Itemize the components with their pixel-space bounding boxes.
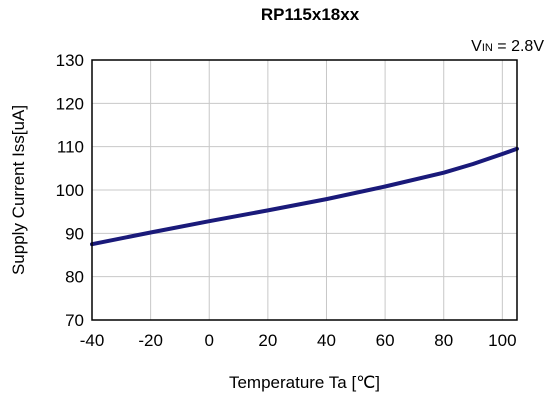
series-group	[90, 146, 519, 247]
x-tick-label-0: -40	[80, 331, 105, 350]
grid-lines	[91, 59, 517, 321]
series-line-0	[90, 146, 519, 247]
y-tick-label-2: 90	[65, 224, 84, 243]
x-tick-label-3: 20	[258, 331, 277, 350]
y-tick-label-3: 100	[56, 181, 84, 200]
y-tick-labels: 70 80 90 100 110 120 130	[56, 51, 84, 330]
x-axis-label: Temperature Ta [℃]	[229, 373, 380, 392]
y-tick-label-5: 120	[56, 94, 84, 113]
x-tick-label-6: 80	[434, 331, 453, 350]
y-tick-label-0: 70	[65, 311, 84, 330]
y-tick-label-1: 80	[65, 268, 84, 287]
plot-frame	[91, 59, 518, 321]
y-tick-label-4: 110	[57, 138, 84, 157]
x-tick-label-4: 40	[317, 331, 336, 350]
condition-value: = 2.8V	[492, 38, 544, 55]
x-tick-labels: -40 -20 0 20 40 60 80 100	[80, 331, 517, 350]
condition-subscript: IN	[481, 42, 493, 54]
x-tick-label-5: 60	[376, 331, 395, 350]
x-tick-label-7: 100	[488, 331, 516, 350]
condition-label: VIN = 2.8V	[471, 38, 544, 56]
y-tick-label-6: 130	[56, 51, 84, 70]
x-tick-label-1: -20	[138, 331, 163, 350]
condition-prefix: V	[471, 38, 482, 55]
chart-title: RP115x18xx	[260, 5, 360, 24]
x-tick-label-2: 0	[205, 331, 214, 350]
y-axis-label: Supply Current Iss[uA]	[9, 105, 28, 275]
